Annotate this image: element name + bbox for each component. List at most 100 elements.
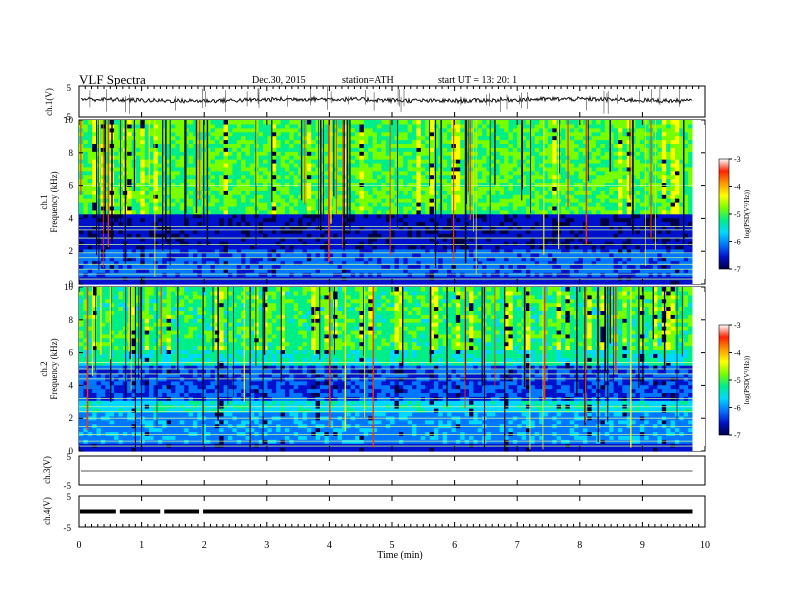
spectrogram-cell — [390, 209, 396, 215]
spectrogram-cell — [460, 190, 466, 195]
spectrogram-cell — [241, 198, 247, 203]
spectrogram-cell — [100, 268, 106, 273]
spectrogram-cell — [569, 135, 575, 141]
spectrogram-cell — [157, 151, 163, 156]
spectrogram-cell — [179, 264, 185, 269]
spectrogram-cell — [460, 123, 466, 129]
spectrogram-cell — [574, 209, 580, 215]
spectrogram-cell — [127, 194, 133, 199]
spectrogram-cell — [241, 213, 247, 219]
spectrogram-cell — [512, 280, 518, 285]
spectrogram-cell — [442, 131, 448, 137]
spectrogram-cell — [390, 123, 396, 129]
spectrogram-cell — [350, 248, 356, 254]
spectrogram-cell — [249, 248, 255, 254]
spectrogram-cell — [460, 135, 466, 141]
spectrogram-cell — [363, 209, 369, 215]
spectrogram-cell — [249, 162, 255, 168]
spectrogram-cell — [508, 252, 514, 258]
spectrogram-cell — [477, 147, 483, 152]
spectrogram-cell — [425, 260, 431, 266]
spectrogram-cell — [280, 147, 286, 152]
spectrogram-cell — [184, 241, 190, 246]
spectrogram-cell — [328, 244, 334, 250]
spectrogram-cell — [425, 280, 431, 285]
spectrogram-cell — [206, 198, 212, 203]
spectrogram-cell — [179, 202, 185, 207]
spectrogram-cell — [355, 135, 361, 141]
spectrogram-cell — [179, 276, 185, 281]
spectrogram-cell — [284, 264, 290, 269]
spectrogram-cell — [87, 213, 93, 219]
spectrogram-cell — [210, 256, 216, 262]
spectrogram-cell — [464, 280, 470, 285]
spectrogram-cell — [192, 233, 198, 238]
spectrogram-cell — [561, 198, 566, 203]
spectrogram-cell — [425, 123, 431, 129]
spectrogram-cell — [525, 252, 531, 258]
spectrogram-cell — [582, 182, 588, 187]
spectrogram-cell — [525, 233, 531, 238]
spectrogram-cell — [398, 252, 404, 258]
spectrogram-cell — [83, 135, 89, 141]
spectrogram-cell — [547, 237, 553, 242]
spectrogram-cell — [499, 252, 505, 258]
spectrogram-cell — [127, 260, 133, 266]
spectrogram-cell — [525, 135, 531, 141]
spectrogram-cell — [552, 202, 558, 207]
spectrogram-cell — [359, 202, 365, 207]
spectrogram-cell — [469, 174, 474, 180]
spectrogram-cell — [543, 166, 549, 172]
spectrogram-cell — [569, 139, 575, 145]
spectrogram-cell — [135, 233, 141, 238]
spectrogram-cell — [157, 147, 163, 152]
spectrogram-cell — [469, 147, 474, 152]
spectrogram-cell — [263, 170, 269, 176]
spectrogram-cell — [105, 256, 111, 262]
spectrogram-cell — [350, 233, 356, 238]
spectrogram-cell — [350, 268, 356, 273]
spectrogram-cell — [561, 155, 566, 160]
spectrogram-cell — [390, 198, 396, 203]
spectrogram-cell — [298, 256, 304, 262]
spectrogram-cell — [455, 198, 461, 203]
spectrogram-cell — [582, 186, 588, 191]
spectrogram-cell — [236, 244, 242, 250]
spectrogram-cell — [381, 256, 387, 262]
spectrogram-cell — [403, 123, 409, 129]
spectrogram-cell — [289, 162, 295, 168]
spectrogram-cell — [534, 186, 540, 191]
spectrogram-cell — [368, 162, 374, 168]
spectrogram-cell — [87, 120, 93, 125]
spectrogram-cell — [547, 135, 553, 141]
spectrogram-cell — [569, 264, 575, 269]
spectrogram-cell — [157, 123, 163, 129]
spectrogram-cell — [477, 190, 483, 195]
spectrogram-cell — [469, 205, 474, 211]
spectrogram-cell — [214, 186, 220, 191]
spectrogram-cell — [302, 268, 308, 273]
spectrogram-cell — [171, 276, 176, 281]
spectrogram-cell — [477, 166, 483, 172]
spectrogram-cell — [144, 182, 150, 187]
spectrogram-cell — [486, 174, 492, 180]
spectrogram-cell — [258, 127, 264, 133]
spectrogram-cell — [114, 194, 120, 199]
spectrogram-cell — [175, 174, 181, 180]
spectrogram-cell — [517, 194, 523, 199]
spectrogram-cell — [214, 159, 220, 164]
spectrogram-cell — [534, 194, 540, 199]
spectrogram-cell — [530, 166, 536, 172]
spectrogram-cell — [122, 264, 128, 269]
spectrogram-cell — [241, 256, 247, 262]
spectrogram-cell — [192, 221, 198, 227]
spectrogram-cell — [359, 166, 365, 172]
spectrogram-cell — [376, 162, 382, 168]
spectrogram-cell — [341, 264, 347, 269]
spectrogram-cell — [333, 194, 339, 199]
spectrogram-cell — [512, 268, 518, 273]
spectrogram-cell — [306, 170, 312, 176]
spectrogram-cell — [425, 252, 431, 258]
spectrogram-cell — [390, 159, 396, 164]
spectrogram-cell — [114, 127, 120, 133]
